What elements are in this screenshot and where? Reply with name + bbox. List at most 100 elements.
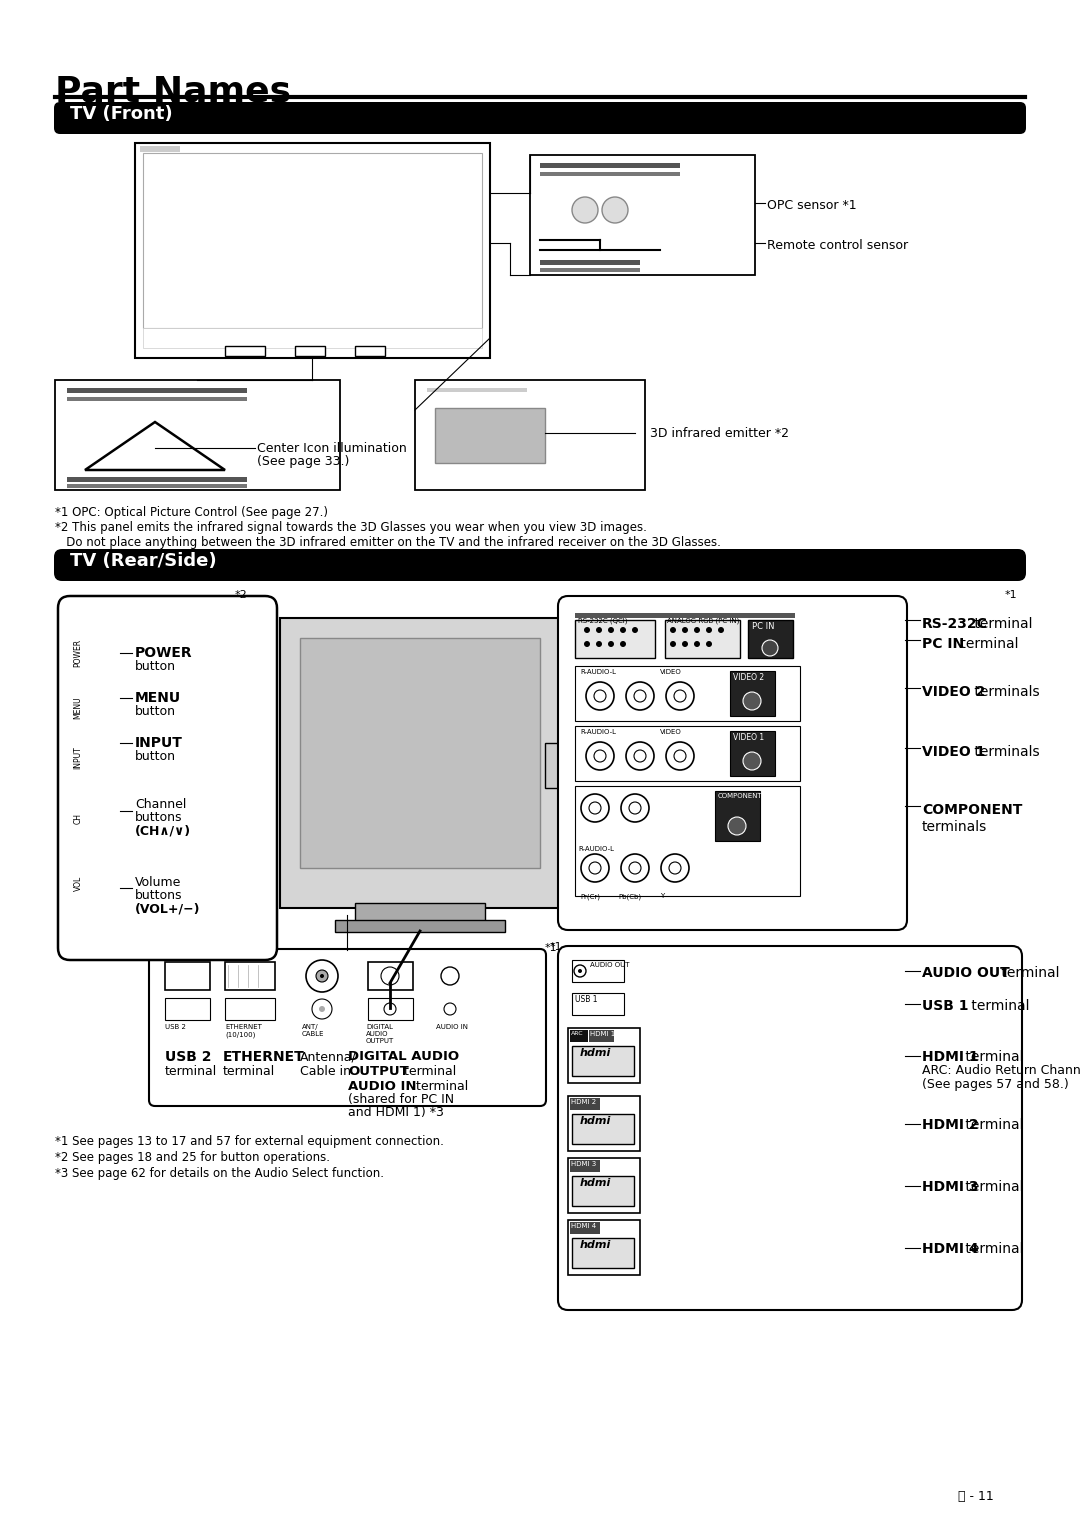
Text: HDMI 3: HDMI 3 (571, 1161, 596, 1167)
Bar (572, 960, 624, 982)
Bar (730, 670, 775, 716)
Text: terminal: terminal (997, 967, 1059, 980)
Circle shape (316, 970, 328, 982)
Circle shape (620, 628, 626, 634)
Circle shape (573, 965, 586, 977)
Bar (102, 623, 120, 913)
Text: INPUT: INPUT (73, 747, 82, 770)
Circle shape (319, 1006, 325, 1012)
Text: POWER: POWER (73, 638, 82, 667)
Circle shape (596, 628, 602, 634)
Bar (540, 173, 680, 176)
Text: RS-232C: RS-232C (922, 617, 988, 631)
Text: *3 See page 62 for details on the Audio Select function.: *3 See page 62 for details on the Audio … (55, 1167, 384, 1180)
Circle shape (743, 751, 761, 770)
Text: terminal: terminal (967, 999, 1029, 1012)
Bar (665, 620, 740, 658)
Text: HDMI 1: HDMI 1 (590, 1031, 616, 1037)
Bar (300, 638, 540, 867)
Circle shape (596, 641, 602, 647)
Circle shape (594, 690, 606, 702)
Text: ETHERNET: ETHERNET (222, 1051, 305, 1064)
Text: DIGITAL AUDIO: DIGITAL AUDIO (348, 1051, 459, 1063)
FancyBboxPatch shape (54, 550, 1026, 580)
Text: terminals: terminals (970, 686, 1039, 699)
Bar (572, 993, 624, 1015)
Circle shape (584, 628, 590, 634)
Circle shape (743, 692, 761, 710)
Text: (shared for PC IN: (shared for PC IN (348, 1093, 454, 1106)
Circle shape (608, 641, 615, 647)
Text: RS-232C (QCI): RS-232C (QCI) (578, 618, 627, 625)
Text: terminal: terminal (961, 1180, 1024, 1194)
Text: 3D infrared emitter *2: 3D infrared emitter *2 (650, 428, 789, 440)
Bar (67, 476, 247, 483)
Bar (55, 380, 340, 490)
Bar (355, 347, 384, 356)
Text: button: button (135, 660, 176, 673)
Text: USB 2: USB 2 (165, 1051, 212, 1064)
Bar (748, 620, 793, 658)
Circle shape (694, 641, 700, 647)
Circle shape (626, 683, 654, 710)
Text: (See page 33.): (See page 33.) (257, 455, 349, 467)
Circle shape (661, 854, 689, 883)
Text: R-AUDIO-L: R-AUDIO-L (578, 846, 615, 852)
Text: R-AUDIO-L: R-AUDIO-L (580, 669, 616, 675)
Text: ⓔ - 11: ⓔ - 11 (958, 1490, 994, 1503)
Text: DIGITAL
AUDIO
OUTPUT: DIGITAL AUDIO OUTPUT (366, 1025, 394, 1044)
Circle shape (669, 863, 681, 873)
Bar (143, 328, 482, 348)
Circle shape (384, 1003, 396, 1015)
Text: buttons: buttons (135, 889, 183, 902)
Text: INPUT: INPUT (135, 736, 183, 750)
Text: VOL: VOL (73, 875, 82, 890)
Circle shape (632, 628, 638, 634)
Bar (140, 147, 180, 153)
Circle shape (107, 884, 114, 892)
Text: HDMI 2: HDMI 2 (571, 1099, 596, 1106)
Text: terminal: terminal (956, 637, 1018, 651)
Text: terminals: terminals (970, 745, 1039, 759)
Bar (530, 156, 755, 275)
Text: AUDIO OUT: AUDIO OUT (590, 962, 630, 968)
Text: USB 1: USB 1 (575, 996, 597, 1003)
Circle shape (107, 789, 114, 797)
Text: button: button (135, 705, 176, 718)
Text: COMPONENT: COMPONENT (922, 803, 1023, 817)
Text: VIDEO 1: VIDEO 1 (922, 745, 985, 759)
Text: terminal: terminal (961, 1051, 1024, 1064)
Text: ANT/
CABLE: ANT/ CABLE (302, 1025, 324, 1037)
Bar (540, 260, 640, 266)
Text: *1: *1 (545, 944, 557, 953)
Circle shape (306, 960, 338, 993)
Circle shape (681, 641, 688, 647)
Text: VIDEO 2: VIDEO 2 (733, 673, 765, 683)
Bar (540, 269, 640, 272)
Text: Y: Y (660, 893, 664, 899)
Bar (715, 791, 760, 841)
Text: HDMI 4: HDMI 4 (571, 1223, 596, 1229)
Text: terminal: terminal (411, 1080, 469, 1093)
Text: AUDIO IN: AUDIO IN (348, 1080, 417, 1093)
Circle shape (666, 742, 694, 770)
Text: Part Names: Part Names (55, 75, 292, 108)
Bar (335, 919, 505, 931)
Text: USB 1: USB 1 (922, 999, 969, 1012)
Text: USB 2: USB 2 (165, 1025, 186, 1031)
Circle shape (107, 649, 114, 657)
Text: Cable in: Cable in (300, 1064, 351, 1078)
Circle shape (621, 794, 649, 822)
Bar (225, 962, 275, 989)
Text: Volume: Volume (135, 876, 181, 889)
Text: terminal: terminal (961, 1241, 1024, 1257)
Bar (568, 1028, 640, 1083)
Bar (90, 623, 98, 913)
Circle shape (674, 690, 686, 702)
Bar (225, 347, 265, 356)
Bar (568, 1157, 640, 1212)
Bar (280, 618, 561, 909)
Text: Remote control sensor: Remote control sensor (767, 240, 908, 252)
FancyBboxPatch shape (149, 948, 546, 1106)
Bar (575, 620, 654, 658)
